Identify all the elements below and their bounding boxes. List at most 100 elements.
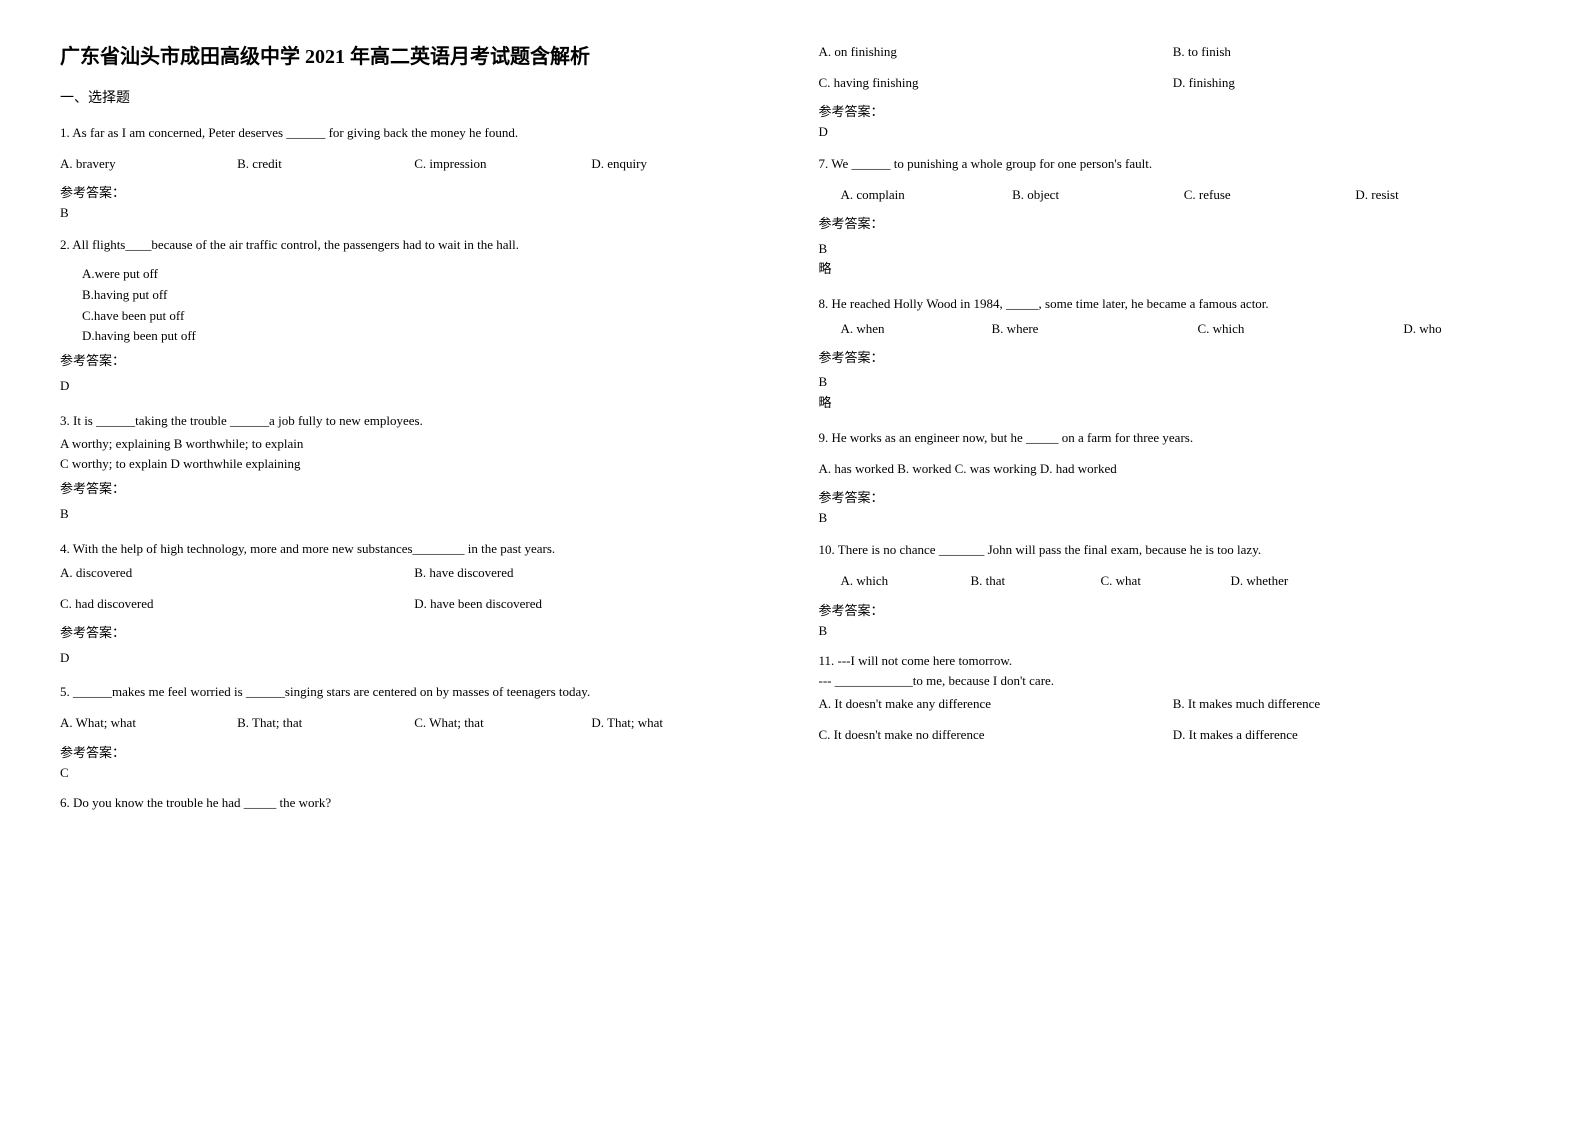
q7-note: 略 (819, 259, 1528, 280)
q11-opt-b: B. It makes much difference (1173, 692, 1527, 717)
q9-text: 9. He works as an engineer now, but he _… (819, 426, 1528, 451)
question-10: 10. There is no chance _______ John will… (819, 538, 1528, 638)
q10-opt-d: D. whether (1231, 569, 1331, 594)
q8-note: 略 (819, 393, 1528, 414)
q2-opt-d: D.having been put off (82, 326, 769, 347)
q1-opt-b: B. credit (237, 152, 414, 177)
q4-opt-d: D. have been discovered (414, 592, 768, 617)
q10-text: 10. There is no chance _______ John will… (819, 538, 1528, 563)
q8-options: A. when B. where C. which D. who (841, 317, 1528, 342)
q11-opts-row2: C. It doesn't make no difference D. It m… (819, 723, 1528, 748)
q1-text: 1. As far as I am concerned, Peter deser… (60, 121, 769, 146)
q11-line2: --- ____________to me, because I don't c… (819, 671, 1528, 692)
q1-ans: B (60, 205, 769, 221)
q11-opts-row1: A. It doesn't make any difference B. It … (819, 692, 1528, 717)
ans-label: 参考答案： (60, 182, 769, 201)
question-5: 5. ______makes me feel worried is ______… (60, 680, 769, 780)
question-4: 4. With the help of high technology, mor… (60, 537, 769, 669)
q3-opts-ab: A worthy; explaining B worthwhile; to ex… (60, 434, 769, 455)
q1-opt-c: C. impression (414, 152, 591, 177)
q3-text: 3. It is ______taking the trouble ______… (60, 409, 769, 434)
q6-opts-row2: C. having finishing D. finishing (819, 71, 1528, 96)
right-column: A. on finishing B. to finish C. having f… (819, 40, 1528, 820)
q4-opt-c: C. had discovered (60, 592, 414, 617)
ans-label: 参考答案： (60, 351, 769, 372)
q2-text: 2. All flights____because of the air tra… (60, 233, 769, 258)
ans-label: 参考答案： (819, 101, 1528, 120)
q7-opt-c: C. refuse (1184, 183, 1356, 208)
q4-opt-a: A. discovered (60, 561, 414, 586)
question-7: 7. We ______ to punishing a whole group … (819, 152, 1528, 280)
q5-ans: C (60, 765, 769, 781)
q2-opt-b: B.having put off (82, 285, 769, 306)
q6-opt-c: C. having finishing (819, 71, 1173, 96)
q5-opt-c: C. What; that (414, 711, 591, 736)
q5-opt-b: B. That; that (237, 711, 414, 736)
left-column: 广东省汕头市成田高级中学 2021 年高二英语月考试题含解析 一、选择题 1. … (60, 40, 769, 820)
ans-label: 参考答案： (819, 600, 1528, 619)
q6-opt-b: B. to finish (1173, 40, 1527, 65)
ans-label: 参考答案： (60, 623, 769, 644)
q8-opt-c: C. which (1197, 317, 1403, 342)
q6-opt-d: D. finishing (1173, 71, 1527, 96)
q4-opts-row1: A. discovered B. have discovered (60, 561, 769, 586)
doc-title: 广东省汕头市成田高级中学 2021 年高二英语月考试题含解析 (60, 40, 769, 69)
q7-opt-a: A. complain (841, 183, 1013, 208)
ans-label: 参考答案： (819, 487, 1528, 506)
question-1: 1. As far as I am concerned, Peter deser… (60, 121, 769, 221)
question-3: 3. It is ______taking the trouble ______… (60, 409, 769, 525)
q11-opt-a: A. It doesn't make any difference (819, 692, 1173, 717)
section-heading: 一、选择题 (60, 87, 769, 107)
q10-opt-a: A. which (841, 569, 941, 594)
q8-ans: B (819, 372, 1528, 393)
question-8: 8. He reached Holly Wood in 1984, _____,… (819, 292, 1528, 414)
q1-opt-d: D. enquiry (591, 152, 768, 177)
q1-options: A. bravery B. credit C. impression D. en… (60, 152, 769, 177)
q11-text: 11. ---I will not come here tomorrow. (819, 651, 1528, 672)
q5-opt-a: A. What; what (60, 711, 237, 736)
q2-opt-a: A.were put off (82, 264, 769, 285)
q3-opts-cd: C worthy; to explain D worthwhile explai… (60, 454, 769, 475)
q3-ans: B (60, 504, 769, 525)
q10-opt-c: C. what (1101, 569, 1201, 594)
q4-ans: D (60, 648, 769, 669)
q11-opt-c: C. It doesn't make no difference (819, 723, 1173, 748)
q7-opt-b: B. object (1012, 183, 1184, 208)
q2-ans: D (60, 376, 769, 397)
q7-ans: B (819, 239, 1528, 260)
q6-opts-row1: A. on finishing B. to finish (819, 40, 1528, 65)
q7-options: A. complain B. object C. refuse D. resis… (841, 183, 1528, 208)
question-6-cont: A. on finishing B. to finish C. having f… (819, 40, 1528, 140)
ans-label: 参考答案： (819, 348, 1528, 369)
q10-options: A. which B. that C. what D. whether (841, 569, 1528, 594)
q11-opt-d: D. It makes a difference (1173, 723, 1527, 748)
q5-options: A. What; what B. That; that C. What; tha… (60, 711, 769, 736)
q8-opt-b: B. where (992, 317, 1198, 342)
ans-label: 参考答案： (60, 742, 769, 761)
ans-label: 参考答案： (819, 214, 1528, 235)
q6-text: 6. Do you know the trouble he had _____ … (60, 793, 769, 814)
q5-opt-d: D. That; what (591, 711, 768, 736)
q9-ans: B (819, 510, 1528, 526)
q7-opt-d: D. resist (1355, 183, 1527, 208)
page: 广东省汕头市成田高级中学 2021 年高二英语月考试题含解析 一、选择题 1. … (60, 40, 1527, 820)
q4-opts-row2: C. had discovered D. have been discovere… (60, 592, 769, 617)
q1-opt-a: A. bravery (60, 152, 237, 177)
q8-text: 8. He reached Holly Wood in 1984, _____,… (819, 292, 1528, 317)
q4-opt-b: B. have discovered (414, 561, 768, 586)
question-9: 9. He works as an engineer now, but he _… (819, 426, 1528, 526)
q9-opts: A. has worked B. worked C. was working D… (819, 457, 1528, 482)
question-11: 11. ---I will not come here tomorrow. --… (819, 651, 1528, 748)
q10-ans: B (819, 623, 1528, 639)
q10-opt-b: B. that (971, 569, 1071, 594)
ans-label: 参考答案： (60, 479, 769, 500)
q8-opt-a: A. when (841, 317, 992, 342)
q5-text: 5. ______makes me feel worried is ______… (60, 680, 769, 705)
q6-ans: D (819, 124, 1528, 140)
question-2: 2. All flights____because of the air tra… (60, 233, 769, 396)
q4-text: 4. With the help of high technology, mor… (60, 537, 769, 562)
q2-opt-c: C.have been put off (82, 306, 769, 327)
q6-opt-a: A. on finishing (819, 40, 1173, 65)
q8-opt-d: D. who (1403, 317, 1503, 342)
q7-text: 7. We ______ to punishing a whole group … (819, 152, 1528, 177)
